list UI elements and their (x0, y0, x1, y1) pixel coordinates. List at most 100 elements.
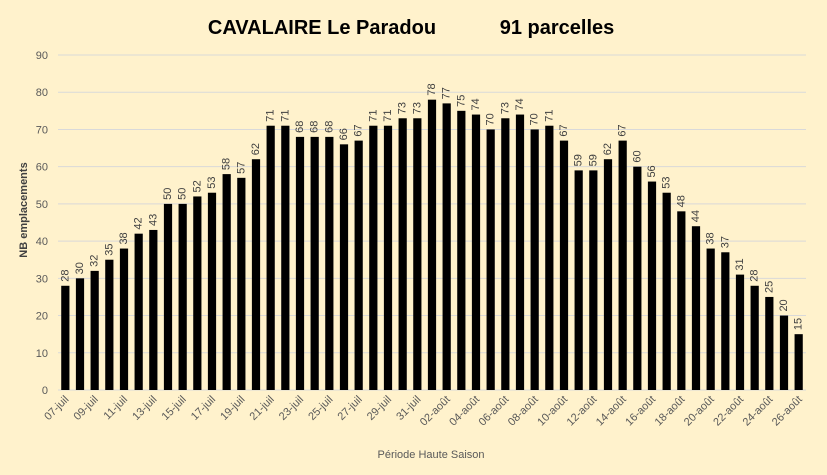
bar (662, 192, 671, 390)
chart-subtitle: 91 parcelles (500, 17, 615, 39)
bar (75, 278, 85, 390)
y-tick-label: 80 (36, 87, 48, 99)
bar (677, 211, 686, 390)
x-tick-label: 15-juil (160, 394, 189, 423)
data-label: 68 (309, 121, 321, 133)
data-label: 28 (749, 270, 761, 282)
bar (515, 114, 525, 391)
data-label: 38 (118, 232, 130, 244)
y-axis-ticks: 0 10 20 30 40 50 60 70 80 90 (36, 50, 48, 397)
data-label: 71 (382, 109, 394, 121)
data-label: 73 (397, 102, 409, 114)
bar (647, 181, 657, 390)
data-label: 75 (455, 95, 467, 107)
bar (281, 125, 290, 390)
x-tick-label: 29-juil (365, 394, 394, 423)
y-axis-label: NB emplacements (18, 162, 30, 257)
data-label: 31 (734, 258, 746, 270)
bars (61, 99, 803, 391)
bar (618, 140, 627, 390)
data-label: 28 (59, 270, 71, 282)
x-tick-label: 18-août (653, 394, 688, 429)
data-label: 78 (426, 83, 438, 95)
data-label: 71 (279, 109, 291, 121)
bar (486, 129, 495, 390)
y-tick-label: 50 (36, 199, 48, 211)
x-tick-label: 06-août (477, 394, 512, 429)
bar (559, 140, 569, 390)
data-label: 48 (675, 195, 687, 207)
bar (193, 196, 202, 390)
chart-title: CAVALAIRE Le Paradou (208, 17, 436, 39)
data-label: 53 (661, 176, 673, 188)
bar (691, 226, 701, 390)
x-tick-label: 09-juil (72, 394, 101, 423)
data-label: 15 (793, 318, 805, 330)
bar (779, 315, 789, 390)
data-label: 52 (191, 180, 203, 192)
data-label: 43 (147, 214, 159, 226)
bar (765, 296, 774, 390)
data-label: 35 (103, 243, 115, 255)
bar (413, 118, 422, 391)
data-label: 42 (133, 217, 145, 229)
bar (90, 270, 99, 390)
data-label: 59 (587, 154, 599, 166)
bar (501, 118, 510, 391)
x-tick-label: 21-juil (248, 394, 277, 423)
x-tick-label: 17-juil (189, 394, 218, 423)
bar (61, 285, 70, 390)
y-tick-label: 90 (36, 50, 48, 62)
x-tick-label: 23-juil (277, 394, 306, 423)
data-label: 74 (514, 98, 526, 110)
data-label: 71 (543, 109, 555, 121)
bar (325, 136, 334, 390)
data-label: 71 (265, 109, 277, 121)
bar (119, 248, 129, 390)
x-tick-label: 10-août (535, 394, 570, 429)
x-tick-label: 12-août (565, 394, 600, 429)
bar (457, 110, 466, 390)
data-label: 50 (177, 188, 189, 200)
bar (545, 125, 554, 390)
x-axis-ticks: 07-juil 09-juil 11-juil 13-juil 15-juil 17-ju… (42, 394, 805, 429)
data-label: 37 (719, 236, 731, 248)
y-tick-label: 40 (36, 236, 48, 248)
y-tick-label: 30 (36, 273, 48, 285)
bar (339, 144, 349, 390)
x-tick-label: 07-juil (42, 394, 71, 423)
bar (471, 114, 481, 391)
x-axis-label: Période Haute Saison (377, 449, 484, 461)
data-label: 74 (470, 98, 482, 110)
bar (706, 248, 715, 390)
data-label: 73 (411, 102, 423, 114)
x-tick-label: 02-août (418, 394, 453, 429)
data-label: 38 (705, 232, 717, 244)
bar (735, 274, 745, 390)
bar (310, 136, 319, 390)
x-tick-label: 20-août (682, 394, 717, 429)
bar (134, 233, 143, 390)
bar (794, 334, 803, 390)
data-label: 67 (558, 124, 570, 136)
bar (178, 203, 187, 390)
data-label: 71 (367, 109, 379, 121)
data-label: 25 (763, 281, 775, 293)
bar (369, 125, 378, 390)
bar (442, 103, 451, 390)
data-label: 44 (690, 210, 702, 222)
data-label: 70 (529, 113, 541, 125)
x-tick-label: 08-août (506, 394, 541, 429)
data-label: 20 (778, 299, 790, 311)
x-tick-label: 19-juil (218, 394, 247, 423)
bar (589, 170, 598, 390)
y-tick-label: 10 (36, 348, 48, 360)
x-tick-label: 16-août (623, 394, 658, 429)
bar (266, 125, 275, 390)
data-label: 50 (162, 188, 174, 200)
x-tick-label: 04-août (447, 394, 482, 429)
x-tick-label: 26-août (770, 394, 805, 429)
bar (750, 285, 759, 390)
